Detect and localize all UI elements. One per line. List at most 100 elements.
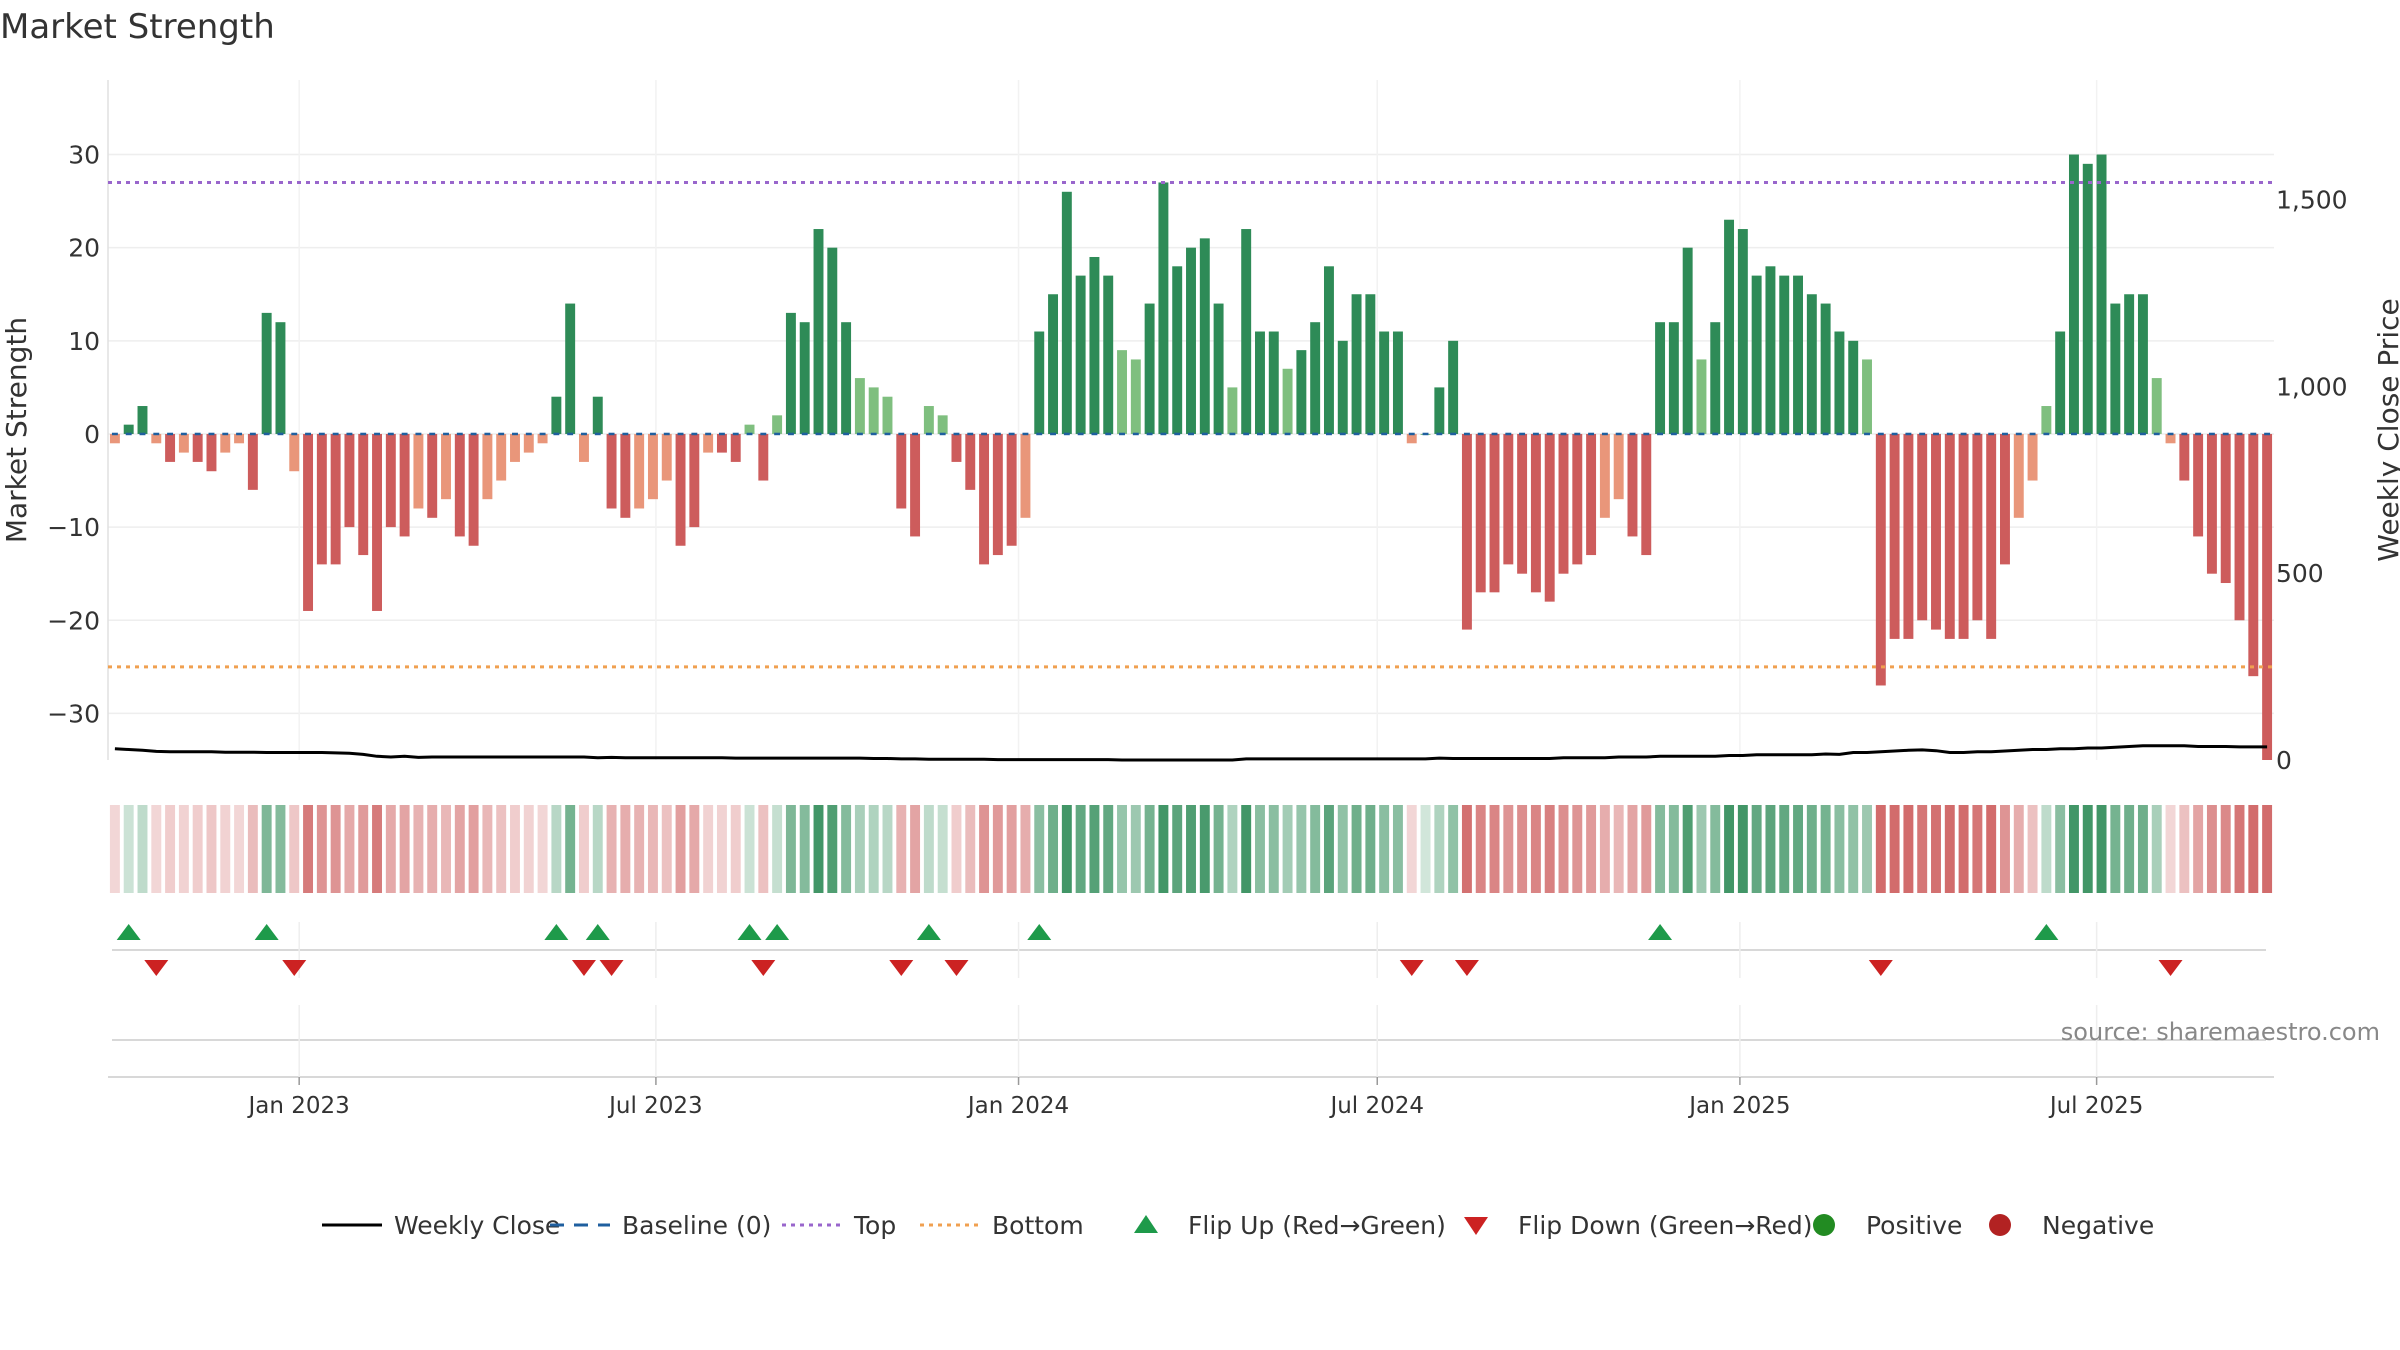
x-tick-label: Jan 2024 — [966, 1093, 1069, 1119]
legend-item: Weekly Close — [322, 1211, 560, 1240]
heat-cell — [1530, 805, 1541, 893]
heat-cell — [496, 805, 507, 893]
strength-bar — [358, 433, 369, 556]
heat-cell — [965, 805, 976, 893]
strength-bar — [2206, 433, 2217, 574]
strength-bar — [2151, 378, 2162, 434]
strength-bar — [868, 387, 879, 434]
legend-label: Flip Up (Red→Green) — [1188, 1211, 1446, 1240]
heat-cell — [1917, 805, 1928, 893]
heat-cell — [827, 805, 838, 893]
heat-cell — [1213, 805, 1224, 893]
legend-label: Negative — [2042, 1211, 2154, 1240]
heat-cell — [206, 805, 217, 893]
heat-cell — [882, 805, 893, 893]
heat-cell — [1724, 805, 1735, 893]
heat-cell — [137, 805, 148, 893]
legend-label: Positive — [1866, 1211, 1962, 1240]
heat-cell — [1310, 805, 1321, 893]
heat-cell — [758, 805, 769, 893]
heat-cell — [1130, 805, 1141, 893]
legend-item: Baseline (0) — [550, 1211, 771, 1240]
heat-cell — [1627, 805, 1638, 893]
heat-cell — [592, 805, 603, 893]
strength-bar — [1489, 433, 1500, 593]
heat-cell — [2206, 805, 2217, 893]
strength-bar — [1392, 331, 1403, 434]
heat-cell — [1227, 805, 1238, 893]
heat-cell — [1406, 805, 1417, 893]
heat-cell — [427, 805, 438, 893]
legend-item: Top — [782, 1211, 896, 1240]
flip-up-icon — [116, 924, 141, 940]
y-axis-right: 0 500 1,000 1,500 — [2276, 186, 2348, 775]
heat-cell — [841, 805, 852, 893]
heat-cell — [1875, 805, 1886, 893]
strength-bar — [661, 433, 672, 481]
y2-axis-title: Weekly Close Price — [2372, 298, 2400, 561]
strength-bar — [1903, 433, 1914, 639]
heat-cell — [537, 805, 548, 893]
strength-bar — [1655, 322, 1666, 434]
strength-bar — [910, 433, 921, 537]
heat-cell — [1020, 805, 1031, 893]
flip-up-icon — [2034, 924, 2059, 940]
heat-cell — [744, 805, 755, 893]
heat-cell — [2234, 805, 2245, 893]
strength-bar — [1061, 191, 1072, 434]
heat-cell — [675, 805, 686, 893]
strength-bar — [496, 433, 507, 481]
y-tick-label: −20 — [47, 606, 100, 635]
heat-cell — [1986, 805, 1997, 893]
strength-bar — [2068, 154, 2079, 434]
flip-up-icon — [737, 924, 762, 940]
strength-bar — [1972, 433, 1983, 621]
strength-bar — [289, 433, 300, 472]
heat-cell — [247, 805, 258, 893]
heat-cell — [1696, 805, 1707, 893]
heat-cell — [979, 805, 990, 893]
strength-bar — [579, 433, 589, 462]
heat-cell — [1475, 805, 1486, 893]
strength-bar — [744, 424, 755, 434]
heat-cell — [854, 805, 865, 893]
heat-cell — [1820, 805, 1831, 893]
heat-cell — [358, 805, 369, 893]
strength-bar — [1503, 433, 1514, 565]
strength-bar — [2234, 433, 2245, 621]
heat-cell — [923, 805, 934, 893]
strength-bar — [1806, 294, 1817, 434]
weekly-close-series — [114, 744, 2268, 762]
strength-heat-strip — [109, 805, 2273, 893]
heat-cell — [2027, 805, 2038, 893]
heat-cell — [1392, 805, 1403, 893]
legend-dot-icon — [1989, 1214, 2011, 1236]
heat-cell — [1544, 805, 1555, 893]
strength-bar — [1475, 433, 1486, 593]
strength-bar — [2055, 331, 2066, 434]
strength-bar — [468, 433, 479, 546]
heat-cell — [1420, 805, 1431, 893]
heat-cell — [220, 805, 231, 893]
strength-bar — [1075, 275, 1086, 434]
heat-cell — [772, 805, 783, 893]
strength-bar — [1875, 433, 1886, 686]
strength-bar — [1434, 387, 1445, 434]
legend-label: Weekly Close — [394, 1211, 560, 1240]
strength-bar — [1793, 275, 1803, 434]
heat-cell — [2124, 805, 2135, 893]
strength-bar — [178, 433, 189, 453]
strength-bar — [703, 433, 714, 453]
strength-bar — [2220, 433, 2231, 584]
strength-bar — [482, 433, 493, 500]
heat-cell — [1379, 805, 1390, 893]
strength-bar — [2179, 433, 2190, 481]
strength-bar — [1834, 331, 1845, 434]
heat-cell — [937, 805, 948, 893]
strength-bar — [303, 433, 314, 611]
heat-cell — [1751, 805, 1762, 893]
y-axis-left: 30 20 10 0 −10 −20 −30 — [47, 141, 100, 729]
heat-cell — [2055, 805, 2066, 893]
heat-cell — [165, 805, 176, 893]
